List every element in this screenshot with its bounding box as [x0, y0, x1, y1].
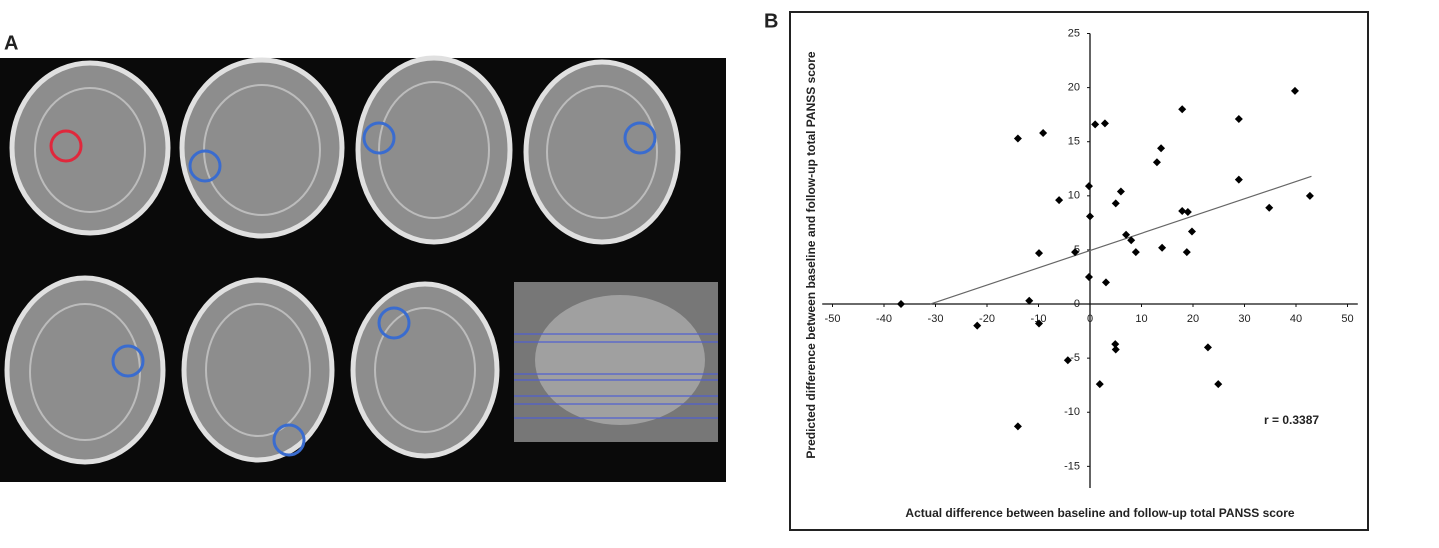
point	[1122, 230, 1131, 239]
point	[896, 300, 905, 309]
slice	[523, 59, 681, 245]
x-tick-label: 0	[1087, 313, 1093, 325]
panel-label: A	[4, 32, 18, 54]
point	[1055, 196, 1064, 205]
point	[1152, 158, 1161, 167]
highlight-circle	[49, 129, 83, 163]
x-tick-label: -20	[979, 313, 995, 325]
y-tick-label: 0	[1074, 298, 1080, 310]
y-tick-label: 5	[1074, 244, 1080, 256]
y-tick-label: 25	[1068, 27, 1080, 39]
x-tick-label: 10	[1135, 313, 1147, 325]
point	[1084, 272, 1093, 281]
y-tick-label: -15	[1064, 460, 1080, 472]
point	[1013, 134, 1022, 143]
point	[1290, 86, 1299, 95]
point	[1086, 212, 1094, 221]
point	[1127, 236, 1136, 245]
point	[1178, 105, 1187, 114]
point	[1183, 208, 1192, 217]
point	[1039, 129, 1048, 138]
point	[1095, 380, 1104, 389]
point	[1035, 249, 1044, 258]
point	[1091, 120, 1100, 129]
point	[1100, 119, 1109, 128]
point	[1035, 319, 1044, 328]
y-tick-label: 20	[1068, 82, 1080, 94]
x-tick-label: -30	[928, 313, 944, 325]
point	[1111, 340, 1120, 349]
x-tick-label: 30	[1238, 313, 1250, 325]
trendline	[930, 175, 1312, 305]
y-tick-label: 15	[1068, 136, 1080, 148]
point	[1305, 191, 1314, 200]
highlight-circles	[111, 121, 657, 457]
point	[1157, 144, 1166, 153]
y-tick-label: -10	[1064, 406, 1080, 418]
point	[1178, 206, 1187, 215]
x-tick-label: 50	[1341, 313, 1353, 325]
point	[1063, 356, 1072, 365]
x-tick-label: -50	[825, 313, 841, 325]
point	[1101, 278, 1110, 287]
panel-frame	[789, 11, 1369, 531]
x-tick-label: 20	[1187, 313, 1199, 325]
point	[1111, 199, 1120, 208]
point	[1182, 248, 1191, 257]
brain-panel	[0, 55, 726, 482]
x-tick-label: -10	[1031, 313, 1047, 325]
point	[1234, 114, 1243, 123]
panel-label: B	[764, 10, 778, 32]
point	[1084, 182, 1093, 191]
y-axis-title: Predicted difference between baseline an…	[804, 51, 818, 459]
point	[1234, 175, 1243, 184]
slice-lines	[514, 333, 718, 419]
point	[1203, 343, 1212, 352]
x-axis-title: Actual difference between baseline and f…	[905, 506, 1295, 520]
point	[1131, 248, 1140, 257]
point	[1214, 380, 1223, 389]
point	[1265, 203, 1274, 212]
sagittal-brain	[535, 295, 705, 425]
point	[1187, 227, 1196, 236]
point	[973, 321, 982, 330]
point	[1013, 422, 1022, 431]
x-tick-label: 40	[1290, 313, 1302, 325]
y-tick-label: 10	[1068, 190, 1080, 202]
y-tick-label: -5	[1070, 352, 1080, 364]
point	[1116, 187, 1125, 196]
slice	[179, 57, 345, 239]
x-tick-label: -40	[876, 313, 892, 325]
point	[1025, 296, 1034, 305]
annotation: r = 0.3387	[1264, 413, 1319, 427]
brain-detail	[29, 81, 658, 441]
slice	[355, 55, 513, 245]
point	[1071, 248, 1080, 257]
point	[1111, 345, 1120, 354]
point	[1158, 243, 1167, 252]
